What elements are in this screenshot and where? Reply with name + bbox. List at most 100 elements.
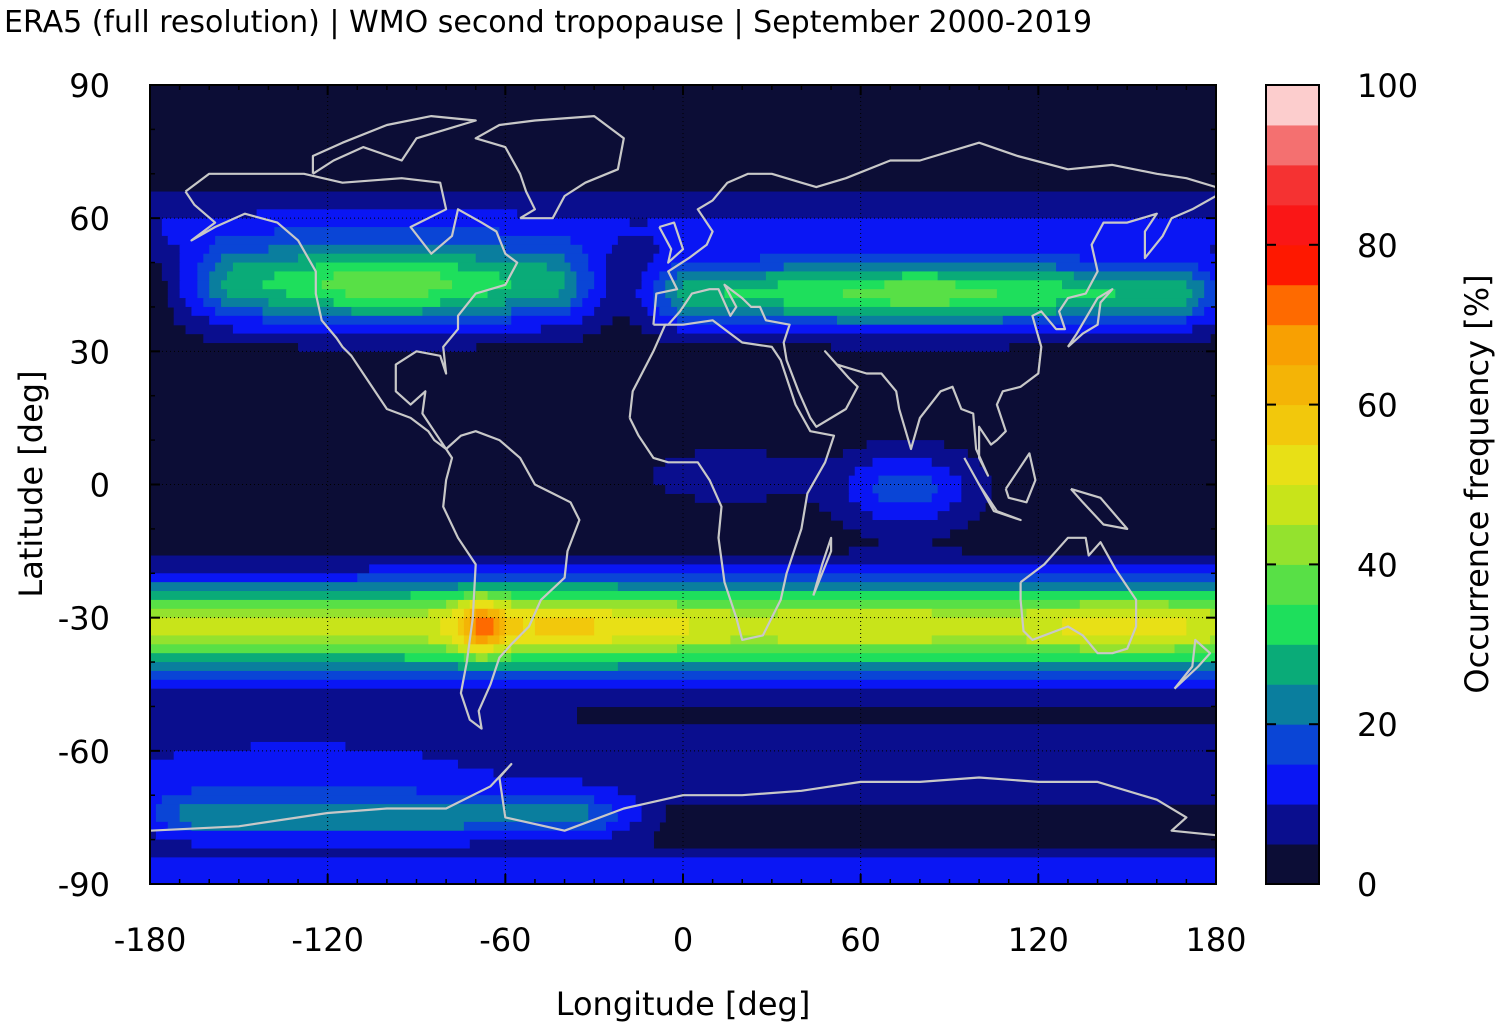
field-cell	[588, 804, 613, 814]
field-cell	[1204, 289, 1216, 299]
field-cell	[1168, 599, 1216, 610]
x-tick-label: -120	[291, 921, 364, 959]
field-cell	[150, 617, 441, 628]
field-cell	[884, 280, 957, 290]
field-cell	[150, 573, 358, 583]
field-cell	[209, 280, 222, 290]
field-cell	[150, 244, 181, 255]
field-cell	[730, 635, 779, 645]
field-cell	[842, 448, 968, 459]
field-cell	[333, 271, 441, 281]
field-cell	[677, 324, 1193, 335]
field-cell	[232, 262, 317, 273]
colorbar-tick-label: 40	[1357, 546, 1398, 584]
field-cell	[600, 298, 643, 308]
field-cell	[611, 608, 731, 619]
field-cell	[611, 830, 654, 841]
field-cell	[150, 839, 193, 850]
field-cell	[677, 289, 726, 299]
colorbar-segment	[1266, 844, 1319, 885]
field-cell	[150, 768, 495, 779]
field-cell	[457, 759, 1216, 770]
field-cell	[493, 599, 512, 610]
field-cell	[499, 271, 566, 281]
field-cell	[150, 582, 459, 592]
field-cell	[150, 608, 429, 619]
field-cell	[777, 280, 885, 290]
field-cell	[641, 280, 654, 290]
field-cell	[576, 271, 595, 281]
field-cell	[161, 262, 181, 273]
field-cell	[807, 493, 850, 503]
field-cell	[150, 821, 169, 832]
field-cell	[564, 253, 589, 264]
colorbar-segment	[1266, 164, 1319, 206]
field-cell	[191, 786, 418, 796]
field-cell	[765, 271, 903, 281]
x-tick-label: -60	[479, 921, 531, 959]
colorbar-segment	[1266, 284, 1319, 326]
field-cell	[469, 635, 477, 645]
field-cell	[1079, 599, 1170, 610]
colorbar-segment	[1266, 404, 1319, 446]
field-cell	[1192, 289, 1205, 299]
field-cell	[499, 608, 506, 619]
colorbar-segment	[1266, 85, 1319, 126]
coastline	[628, 319, 836, 641]
field-cell	[191, 306, 216, 317]
field-cell	[617, 662, 1216, 672]
field-cell	[150, 591, 412, 601]
field-cell	[594, 626, 690, 637]
field-cell	[274, 271, 335, 281]
field-cell	[475, 253, 566, 264]
field-cell	[155, 812, 181, 823]
field-cell	[694, 493, 767, 503]
y-tick-label: -30	[58, 600, 110, 638]
x-tick-label: 180	[1185, 921, 1246, 959]
field-cell	[606, 271, 643, 281]
colorbar-segment	[1266, 484, 1319, 525]
colorbar-segment	[1266, 444, 1319, 485]
field-cell	[955, 280, 1063, 290]
field-cell	[517, 209, 1216, 219]
field-cell	[647, 262, 672, 273]
field-cell	[150, 777, 583, 787]
coastline	[1173, 638, 1212, 690]
field-cell	[641, 298, 654, 308]
field-cell	[937, 484, 962, 494]
field-cell	[232, 324, 542, 335]
field-cell	[653, 475, 850, 486]
y-axis-label: Latitude [deg]	[12, 370, 50, 597]
colorbar-label: Occurrence frequency [%]	[1458, 274, 1496, 693]
field-cell	[611, 244, 660, 255]
colorbar-segment	[1266, 604, 1319, 645]
field-cell	[777, 635, 933, 645]
field-cell	[209, 244, 270, 255]
field-cell	[606, 262, 649, 273]
field-cell	[457, 644, 471, 654]
field-cell	[452, 280, 512, 290]
field-cell	[570, 298, 583, 308]
field-cell	[854, 466, 951, 477]
field-cell	[576, 289, 589, 299]
field-cell	[1186, 626, 1216, 637]
field-cell	[635, 795, 1216, 805]
field-cell	[315, 262, 459, 273]
field-cell	[150, 191, 1216, 202]
field-cell	[1198, 262, 1216, 273]
field-cell	[155, 804, 181, 814]
field-cell	[606, 280, 643, 290]
field-cell	[860, 502, 951, 512]
field-cell	[1210, 635, 1216, 645]
field-cell	[523, 617, 536, 628]
field-cell	[369, 564, 1216, 574]
field-cell	[463, 591, 477, 601]
field-cell	[647, 218, 1216, 228]
field-cell	[848, 475, 880, 486]
field-cell	[961, 484, 992, 494]
coastline	[652, 141, 1216, 477]
colorbar-segment	[1266, 644, 1319, 685]
field-cell	[505, 298, 572, 308]
colorbar-segment	[1266, 124, 1319, 166]
field-cell	[653, 315, 678, 326]
